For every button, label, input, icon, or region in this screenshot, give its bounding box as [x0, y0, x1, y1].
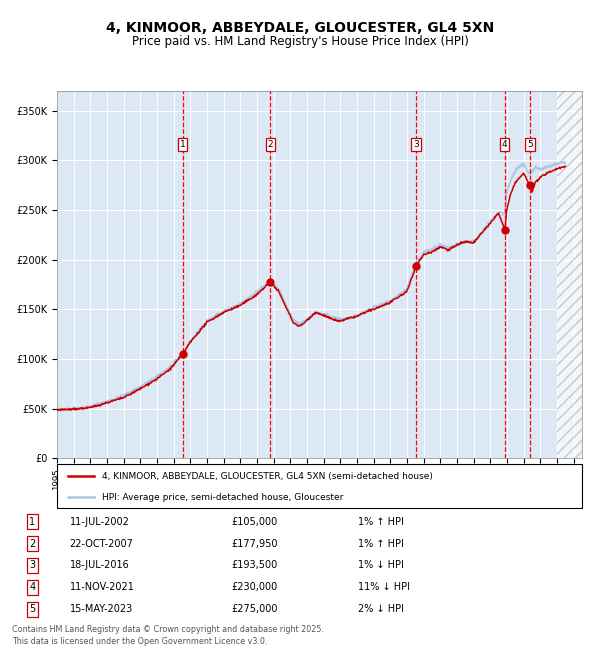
Text: 3: 3 [29, 560, 35, 571]
Text: HPI: Average price, semi-detached house, Gloucester: HPI: Average price, semi-detached house,… [101, 493, 343, 502]
Text: This data is licensed under the Open Government Licence v3.0.: This data is licensed under the Open Gov… [12, 636, 268, 645]
Text: 11% ↓ HPI: 11% ↓ HPI [358, 582, 410, 592]
Text: 15-MAY-2023: 15-MAY-2023 [70, 604, 133, 614]
Text: £275,000: £275,000 [231, 604, 277, 614]
Text: £193,500: £193,500 [231, 560, 277, 571]
Text: Price paid vs. HM Land Registry's House Price Index (HPI): Price paid vs. HM Land Registry's House … [131, 35, 469, 48]
Text: £105,000: £105,000 [231, 517, 277, 526]
Text: 4: 4 [29, 582, 35, 592]
Bar [557, 91, 582, 458]
Text: 1% ↑ HPI: 1% ↑ HPI [358, 517, 403, 526]
Text: 2% ↓ HPI: 2% ↓ HPI [358, 604, 404, 614]
Text: 4, KINMOOR, ABBEYDALE, GLOUCESTER, GL4 5XN (semi-detached house): 4, KINMOOR, ABBEYDALE, GLOUCESTER, GL4 5… [101, 471, 433, 480]
Text: 4: 4 [502, 140, 508, 149]
FancyBboxPatch shape [57, 464, 582, 508]
Text: 3: 3 [413, 140, 419, 149]
Text: 5: 5 [527, 140, 533, 149]
Text: 1% ↓ HPI: 1% ↓ HPI [358, 560, 403, 571]
Text: 2: 2 [268, 140, 274, 149]
Text: 22-OCT-2007: 22-OCT-2007 [70, 539, 133, 549]
Text: Contains HM Land Registry data © Crown copyright and database right 2025.: Contains HM Land Registry data © Crown c… [12, 625, 324, 634]
Text: 5: 5 [29, 604, 35, 614]
Text: £230,000: £230,000 [231, 582, 277, 592]
Text: 1% ↑ HPI: 1% ↑ HPI [358, 539, 403, 549]
Text: 1: 1 [29, 517, 35, 526]
Text: 2: 2 [29, 539, 35, 549]
Text: 11-NOV-2021: 11-NOV-2021 [70, 582, 134, 592]
Text: 4, KINMOOR, ABBEYDALE, GLOUCESTER, GL4 5XN: 4, KINMOOR, ABBEYDALE, GLOUCESTER, GL4 5… [106, 21, 494, 35]
Text: 11-JUL-2002: 11-JUL-2002 [70, 517, 130, 526]
Text: 18-JUL-2016: 18-JUL-2016 [70, 560, 130, 571]
Text: 1: 1 [180, 140, 185, 149]
Text: £177,950: £177,950 [231, 539, 277, 549]
